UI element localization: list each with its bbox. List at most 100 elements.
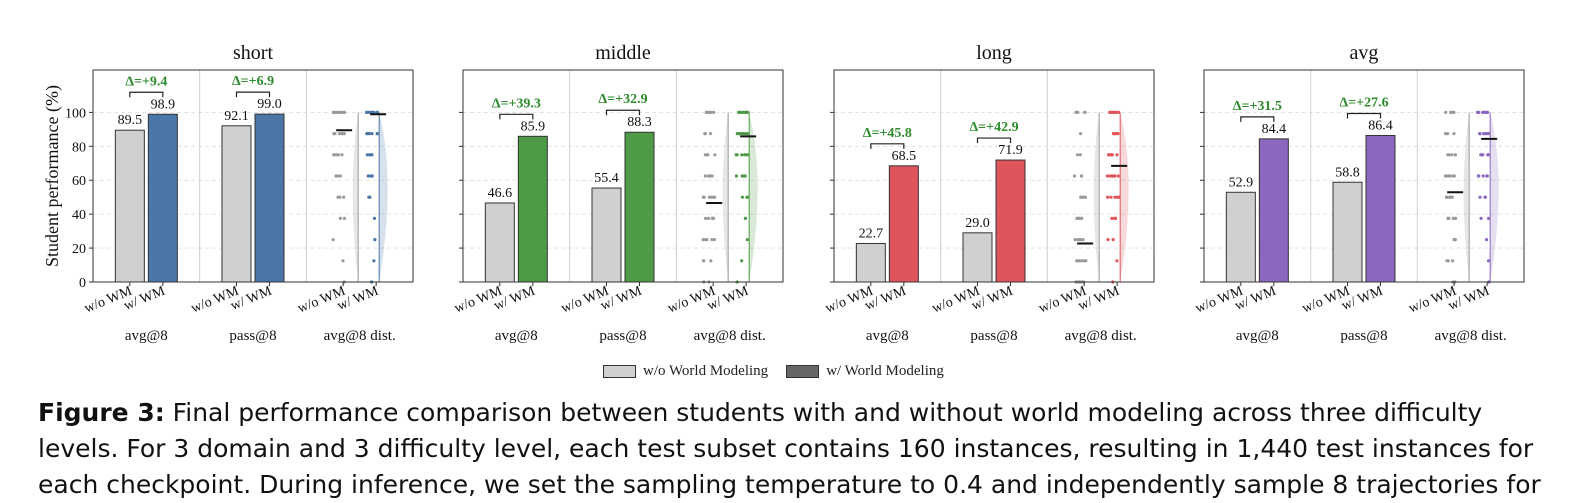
- dist-point: [707, 174, 711, 178]
- dist-point: [1079, 174, 1083, 178]
- dist-point: [1078, 132, 1083, 136]
- y-tick-label: 20: [72, 242, 86, 257]
- dist-point: [1072, 174, 1077, 178]
- dist-point: [1108, 153, 1113, 157]
- dist-point: [340, 153, 344, 157]
- group-label: avg@8: [1236, 328, 1279, 344]
- dist-point: [712, 238, 716, 242]
- panel-title-middle: middle: [595, 42, 651, 64]
- y-tick-label: 100: [65, 106, 86, 121]
- dist-point: [745, 238, 749, 242]
- dist-point: [336, 195, 340, 199]
- group-label: avg@8 dist.: [1065, 328, 1137, 344]
- dist-point: [1115, 153, 1119, 157]
- value-label-with: 88.3: [627, 115, 652, 130]
- dist-point: [1452, 174, 1456, 178]
- delta-bracket: [1346, 112, 1382, 119]
- dist-point: [703, 132, 707, 136]
- delta-bracket: [235, 91, 271, 98]
- dist-point: [1481, 132, 1486, 136]
- dist-point: [373, 238, 377, 242]
- bar-without-avg-pass@8: [1332, 181, 1363, 283]
- bar-without-avg-avg@8: [1225, 191, 1256, 283]
- dist-point: [1446, 153, 1450, 157]
- dist-point: [1113, 195, 1117, 199]
- dist-point: [368, 195, 372, 199]
- dist-point: [1073, 238, 1077, 242]
- delta-label: Δ=+6.9: [232, 74, 274, 89]
- caption-text-1: Final performance comparison between stu…: [164, 398, 1483, 427]
- dist-point: [1116, 110, 1121, 114]
- group-label: pass@8: [229, 328, 276, 344]
- dist-point: [711, 110, 716, 114]
- dist-point: [740, 259, 744, 263]
- group-label: pass@8: [599, 328, 646, 344]
- group-label: avg@8: [495, 328, 538, 344]
- dist-point: [1453, 216, 1458, 220]
- bar-without-long-pass@8: [962, 232, 993, 283]
- dist-point: [1445, 195, 1449, 199]
- dist-violin-without: [352, 112, 359, 283]
- dist-point: [1449, 110, 1453, 114]
- delta-bracket: [129, 91, 164, 98]
- bar-without-long-avg@8: [855, 243, 886, 283]
- value-label-with: 86.4: [1368, 118, 1393, 133]
- dist-violin-without: [1463, 112, 1470, 283]
- dist-point: [1109, 110, 1113, 114]
- dist-point: [331, 110, 336, 114]
- figure-caption: Figure 3: Final performance comparison b…: [38, 395, 1541, 503]
- dist-point: [1483, 195, 1487, 199]
- dist-point: [365, 132, 369, 136]
- value-label-with: 85.9: [521, 119, 546, 134]
- dist-point: [1082, 259, 1086, 263]
- dist-point: [370, 132, 374, 136]
- dist-point: [701, 238, 705, 242]
- dist-point: [342, 132, 346, 136]
- dist-point: [342, 195, 346, 199]
- dist-point: [735, 153, 739, 157]
- dist-point: [1109, 195, 1113, 199]
- dist-point: [740, 195, 745, 199]
- dist-point: [736, 132, 740, 136]
- panel-title-avg: avg: [1350, 42, 1379, 64]
- dist-point: [1083, 110, 1087, 114]
- delta-label: Δ=+27.6: [1339, 95, 1388, 110]
- y-tick-label: 40: [72, 208, 86, 223]
- dist-point: [1443, 174, 1448, 178]
- dist-point: [1481, 174, 1485, 178]
- dist-point: [1080, 216, 1084, 220]
- dist-point: [1479, 216, 1483, 220]
- legend-item-without: w/o World Modeling: [603, 363, 768, 380]
- value-label-with: 68.5: [892, 149, 917, 164]
- dist-point: [342, 216, 346, 220]
- dist-point: [1115, 195, 1120, 199]
- dist-point: [334, 153, 339, 157]
- dist-point: [702, 195, 706, 199]
- dist-violin-with: [1120, 112, 1129, 283]
- dist-point: [1481, 153, 1485, 157]
- dist-point: [1446, 216, 1450, 220]
- dist-point: [1475, 110, 1480, 114]
- dist-point: [1444, 132, 1448, 136]
- dist-point: [1078, 238, 1082, 242]
- dist-point: [369, 110, 373, 114]
- dist-point: [710, 174, 714, 178]
- dist-point: [740, 153, 744, 157]
- group-label: avg@8: [866, 328, 909, 344]
- dist-point: [372, 259, 376, 263]
- dist-point: [710, 238, 714, 242]
- dist-point: [1451, 259, 1455, 263]
- legend-label-without: w/o World Modeling: [643, 362, 769, 379]
- dist-point: [711, 216, 716, 220]
- value-label-without: 46.6: [488, 186, 513, 201]
- group-label: avg@8: [125, 328, 168, 344]
- dist-point: [1110, 174, 1114, 178]
- dist-point: [375, 110, 379, 114]
- dist-point: [372, 216, 377, 220]
- dist-point: [744, 153, 748, 157]
- delta-bracket: [870, 143, 905, 149]
- dist-point: [1105, 174, 1109, 178]
- value-label-without: 55.4: [594, 171, 619, 186]
- legend: w/o World Modeling w/ World Modeling: [603, 361, 944, 381]
- dist-point: [1115, 259, 1119, 263]
